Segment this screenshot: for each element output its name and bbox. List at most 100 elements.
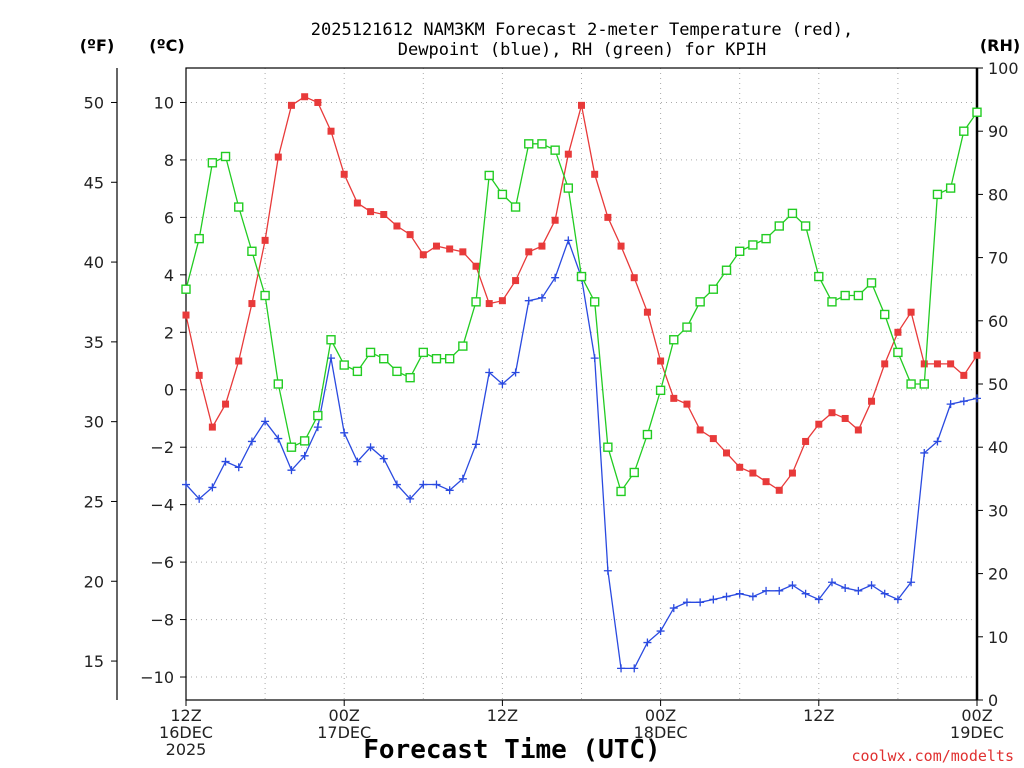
rh-point [550, 145, 560, 155]
temperature-point [538, 242, 546, 250]
dewpoint-point [234, 463, 243, 472]
f-tick-label: 30 [84, 413, 104, 432]
dewpoint-point [392, 480, 401, 489]
temperature-point [696, 426, 704, 434]
dewpoint-point [419, 480, 428, 489]
dewpoint-point [775, 586, 784, 595]
rh-point [286, 442, 297, 452]
c-tick-label: −6 [150, 553, 174, 572]
x-tick-label: 17DEC [317, 723, 371, 742]
dewpoint-point [801, 589, 810, 598]
temperature-point [973, 351, 981, 359]
temperature-point [788, 469, 796, 477]
fahrenheit-axis-ticks: 50 45 40 35 30 25 20 15 [84, 93, 117, 671]
temperature-point [854, 426, 862, 434]
dewpoint-point [893, 595, 902, 604]
x-tick-label: 12Z [803, 706, 834, 725]
rh-point [576, 271, 587, 282]
temperature-point [630, 274, 638, 282]
temperature-point [248, 300, 256, 308]
temperature-point [432, 242, 440, 250]
rh-tick-label: 60 [988, 312, 1008, 331]
dewpoint-point [590, 354, 599, 363]
x-tick-label: 16DEC [159, 723, 213, 742]
dewpoint-point [208, 483, 217, 492]
temperature-point [723, 449, 731, 457]
temperature-point [881, 360, 889, 368]
temperature-point [498, 297, 506, 305]
rh-point [524, 139, 534, 149]
dewpoint-point [287, 466, 296, 475]
dewpoint-point [973, 394, 981, 403]
rh-point [431, 354, 442, 364]
rh-unit-label: (RH) [980, 36, 1020, 55]
dewpoint-point [959, 397, 968, 406]
dewpoint-point [564, 236, 573, 245]
series-0 [182, 93, 981, 494]
dewpoint-point [485, 368, 494, 377]
rh-point [669, 335, 679, 345]
rh-point [392, 366, 402, 377]
rh-point [840, 290, 850, 301]
rh-point [629, 467, 639, 478]
rh-point [800, 221, 811, 231]
dewpoint-point [867, 581, 876, 590]
rh-point [853, 290, 864, 301]
temperature-point [802, 437, 810, 445]
rh-point [537, 139, 547, 149]
rh-point [761, 233, 771, 244]
rh-point [708, 284, 719, 294]
f-tick-label: 20 [84, 572, 104, 591]
rh-tick-label: 30 [988, 501, 1008, 520]
chart-title-line2: Dewpoint (blue), RH (green) for KPIH [398, 40, 766, 60]
dewpoint-point [946, 400, 955, 409]
rh-point [682, 322, 692, 332]
rh-point [880, 309, 890, 320]
temperature-point [235, 357, 243, 365]
x-tick-label: 2025 [166, 740, 207, 759]
temperature-point [564, 150, 572, 158]
temperature-point [643, 308, 651, 316]
dewpoint-point [445, 486, 454, 495]
rh-point [405, 372, 415, 383]
temperature-point [868, 397, 876, 405]
temperature-point [933, 360, 941, 368]
rh-point [721, 265, 732, 275]
rh-point [260, 290, 270, 301]
temperature-point [894, 328, 902, 336]
series-2 [181, 107, 982, 497]
dewpoint-point [603, 566, 612, 575]
temperature-point [274, 153, 282, 161]
rh-point [655, 385, 666, 396]
rh-tick-label: 80 [988, 185, 1008, 204]
c-tick-label: −10 [140, 668, 174, 687]
dewpoint-point [722, 592, 731, 601]
dewpoint-point [656, 627, 665, 636]
x-tick-label: 19DEC [950, 723, 1004, 742]
temperature-point [960, 371, 968, 379]
dewpoint-point [353, 457, 362, 466]
rh-point [484, 170, 494, 181]
dewpoint-point [630, 664, 639, 673]
temperature-point [828, 409, 836, 417]
rh-point [603, 442, 613, 452]
rh-point [866, 278, 877, 288]
rh-tick-label: 40 [988, 438, 1008, 457]
rh-point [827, 297, 837, 307]
rh-point [919, 379, 929, 389]
rh-point [774, 221, 784, 231]
temperature-point [340, 170, 348, 178]
f-tick-label: 25 [84, 492, 104, 511]
rh-point [748, 240, 758, 250]
temperature-point [841, 414, 849, 422]
x-tick-label: 18DEC [634, 723, 688, 742]
rh-tick-label: 100 [988, 59, 1019, 78]
fahrenheit-unit-label: (ºF) [80, 36, 115, 55]
rh-point [207, 158, 218, 168]
temperature-point [749, 469, 757, 477]
series-layer [181, 93, 982, 673]
temperature-point [657, 357, 665, 365]
temperature-point [947, 360, 955, 368]
